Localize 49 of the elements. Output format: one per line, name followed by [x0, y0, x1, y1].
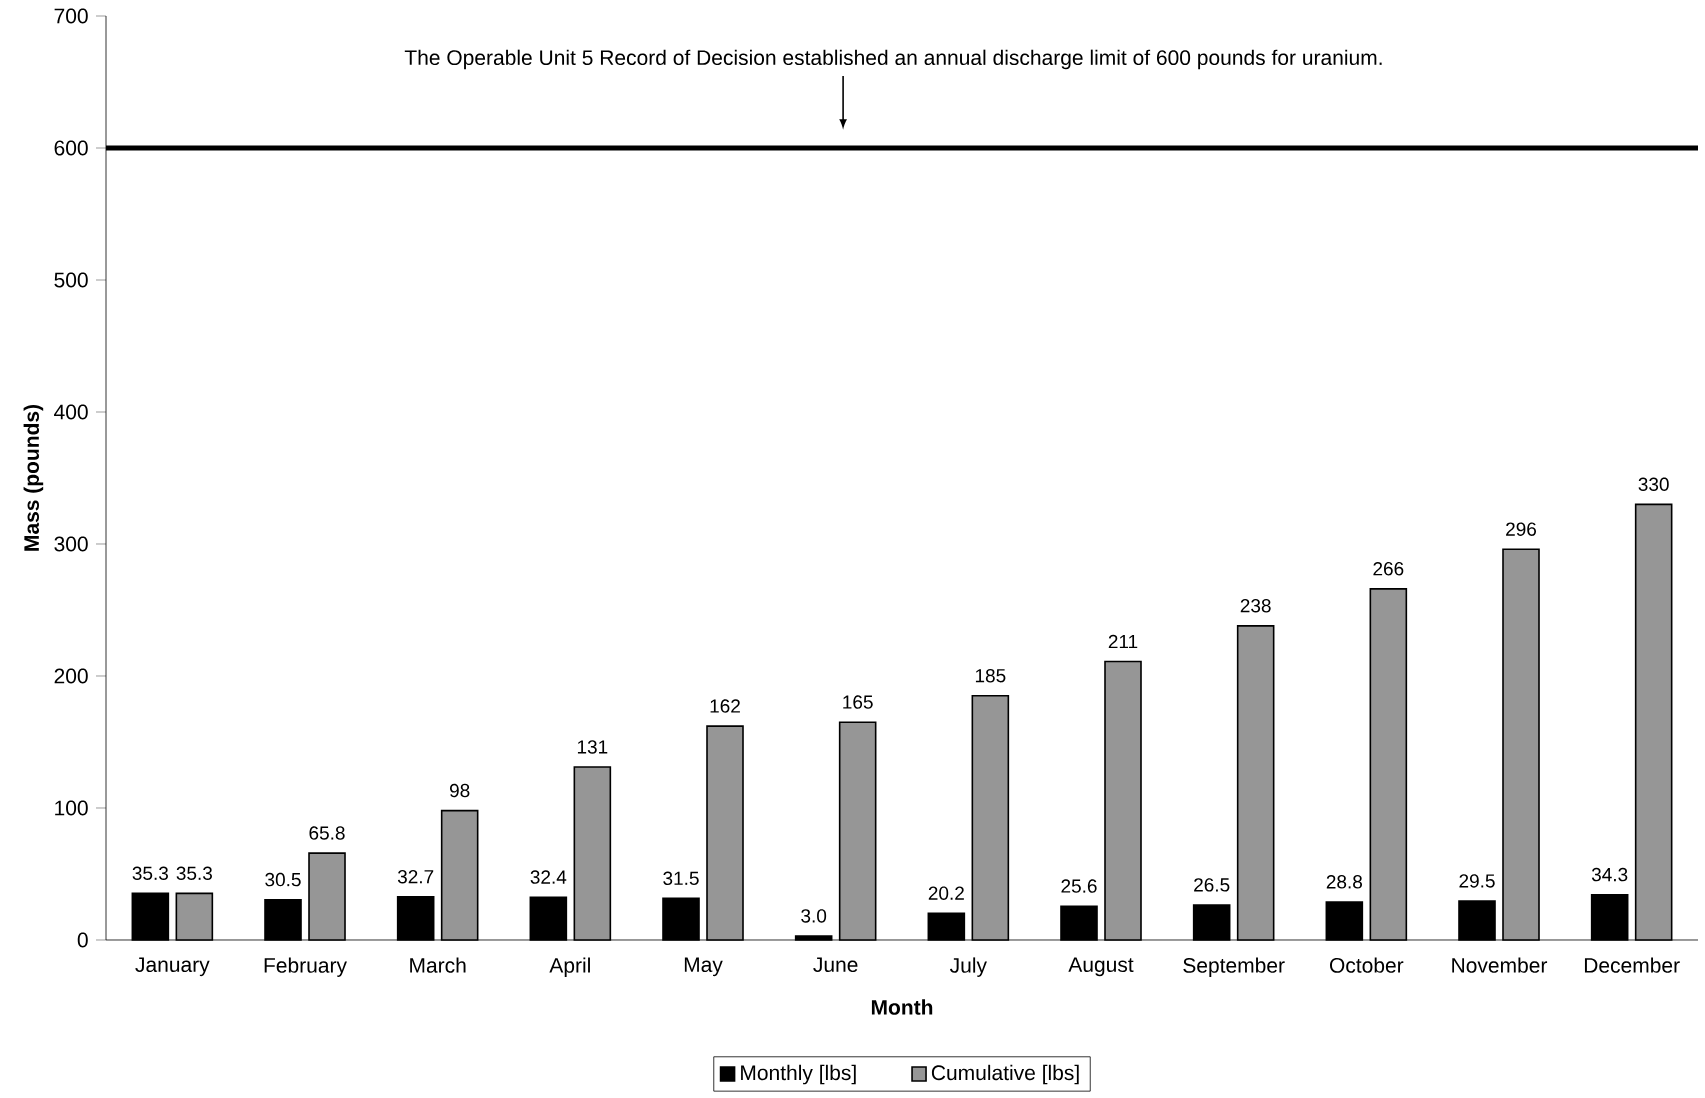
data-label: 296	[1506, 522, 1537, 536]
x-tick-label: July	[949, 957, 987, 977]
data-label: 26.5	[1194, 878, 1230, 892]
data-label: 3.0	[801, 909, 827, 923]
y-tick-label: 700	[54, 8, 88, 24]
data-label: 211	[1108, 634, 1138, 649]
data-label: 31.5	[663, 871, 699, 886]
data-label: 34.3	[1591, 867, 1628, 882]
x-tick-label: May	[684, 957, 723, 977]
y-tick-label: 400	[54, 404, 88, 420]
data-label: 162	[710, 699, 740, 713]
x-tick-label: December	[1584, 957, 1680, 973]
x-tick-label: January	[135, 957, 210, 977]
data-label: 32.4	[530, 870, 567, 884]
x-tick-label: August	[1068, 957, 1134, 977]
data-label: 65.8	[309, 826, 345, 840]
y-tick-label: 0	[77, 932, 88, 948]
data-label: 29.5	[1459, 874, 1495, 888]
data-label: 98	[449, 783, 470, 798]
x-axis-title: Month	[871, 999, 933, 1015]
data-label: 185	[975, 668, 1006, 683]
legend-label: Cumulative [lbs]	[931, 1064, 1079, 1085]
x-tick-label: November	[1452, 957, 1548, 973]
data-label: 28.8	[1326, 875, 1363, 889]
data-label: 266	[1373, 562, 1404, 576]
x-tick-label: March	[410, 957, 466, 973]
data-label: 238	[1240, 598, 1271, 613]
data-label: 30.5	[265, 872, 301, 887]
y-axis-title: Mass (pounds)	[23, 404, 44, 551]
x-tick-label: October	[1329, 957, 1404, 973]
x-tick-label: April	[549, 957, 590, 977]
y-tick-label: 600	[54, 140, 88, 156]
data-label: 330	[1638, 477, 1669, 491]
y-tick-label: 200	[54, 668, 88, 684]
data-label: 131	[577, 740, 608, 754]
x-tick-label: February	[264, 957, 347, 977]
data-label: 35.3	[176, 866, 212, 880]
data-label: 20.2	[928, 886, 964, 900]
data-label: 25.6	[1061, 879, 1097, 893]
y-tick-label: 100	[55, 800, 88, 816]
data-label: 32.7	[397, 869, 434, 884]
legend-label: Monthly [lbs]	[741, 1064, 856, 1085]
x-tick-label: June	[813, 957, 858, 973]
x-tick-label: September	[1183, 957, 1285, 977]
y-tick-label: 500	[54, 272, 88, 288]
data-label: 35.3	[132, 866, 168, 880]
y-tick-label: 300	[54, 536, 88, 552]
data-label: 165	[843, 695, 873, 709]
annotation: The Operable Unit 5 Record of Decision established an annual discharge limit of 600 pounds for uranium.	[404, 49, 1382, 70]
